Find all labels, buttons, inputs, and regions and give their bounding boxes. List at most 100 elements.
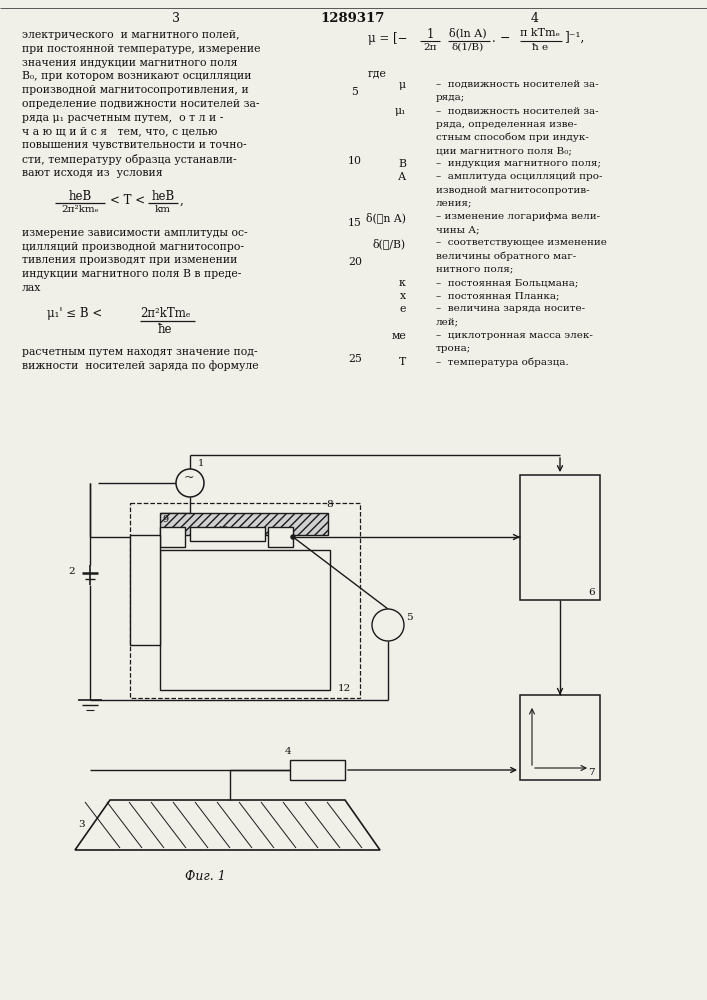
Polygon shape — [75, 800, 380, 850]
Text: 5: 5 — [406, 613, 413, 622]
Text: 15: 15 — [348, 218, 362, 228]
Bar — [160, 550, 330, 690]
Text: 2π: 2π — [423, 43, 437, 52]
Text: лей;: лей; — [436, 318, 459, 327]
Text: трона;: трона; — [436, 344, 472, 353]
Text: δ(ℓn A): δ(ℓn A) — [366, 212, 406, 223]
Text: 7: 7 — [588, 768, 595, 777]
Bar — [130, 503, 360, 698]
Bar — [160, 513, 328, 535]
Text: – изменение логарифма вели-: – изменение логарифма вели- — [436, 212, 600, 221]
Text: –  индукция магнитного поля;: – индукция магнитного поля; — [436, 159, 601, 168]
Text: Т: Т — [399, 357, 406, 367]
Text: 5: 5 — [351, 87, 358, 97]
Text: 3: 3 — [172, 12, 180, 25]
Text: индукции магнитного поля В в преде-: индукции магнитного поля В в преде- — [22, 269, 241, 279]
Text: 1289317: 1289317 — [321, 12, 385, 25]
Bar — [130, 535, 160, 645]
Text: ,: , — [180, 194, 184, 207]
Bar — [520, 695, 600, 780]
Text: –  амплитуда осцилляций про-: – амплитуда осцилляций про- — [436, 172, 602, 181]
Text: 6: 6 — [588, 588, 595, 597]
Circle shape — [372, 609, 404, 641]
Text: km: km — [155, 205, 171, 214]
Text: определение подвижности носителей за-: определение подвижности носителей за- — [22, 99, 259, 109]
Text: ~: ~ — [184, 472, 194, 485]
Text: μ₁' ≤ B <: μ₁' ≤ B < — [47, 307, 103, 320]
Bar — [290, 760, 345, 780]
Text: 11: 11 — [270, 532, 281, 541]
Text: 4: 4 — [285, 747, 291, 756]
Text: −: − — [500, 32, 510, 45]
Text: стным способом при индук-: стным способом при индук- — [436, 133, 589, 142]
Text: 25: 25 — [348, 354, 362, 364]
Text: лах: лах — [22, 283, 42, 293]
Text: δ(ℓ/В): δ(ℓ/В) — [373, 238, 406, 249]
Text: 3: 3 — [78, 820, 85, 829]
Text: тивления производят при изменении: тивления производят при изменении — [22, 255, 238, 265]
Text: –  циклотронная масса элек-: – циклотронная масса элек- — [436, 331, 593, 340]
Text: –  соответствующее изменение: – соответствующее изменение — [436, 238, 607, 247]
Text: В: В — [398, 159, 406, 169]
Text: значения индукции магнитного поля: значения индукции магнитного поля — [22, 58, 238, 68]
Text: –  величина заряда носите-: – величина заряда носите- — [436, 304, 585, 313]
Bar — [520, 475, 600, 600]
Text: –  постоянная Планка;: – постоянная Планка; — [436, 291, 559, 300]
Text: –  подвижность носителей за-: – подвижность носителей за- — [436, 106, 599, 115]
Text: цилляций производной магнитосопро-: цилляций производной магнитосопро- — [22, 242, 244, 252]
Text: величины обратного маг-: величины обратного маг- — [436, 252, 576, 261]
Text: ч а ю щ и й с я   тем, что, с целью: ч а ю щ и й с я тем, что, с целью — [22, 127, 217, 137]
Text: μ₁: μ₁ — [395, 106, 406, 116]
Circle shape — [176, 469, 204, 497]
Text: производной магнитосопротивления, и: производной магнитосопротивления, и — [22, 85, 249, 95]
Bar — [160, 527, 185, 547]
Text: heB: heB — [69, 190, 92, 203]
Text: –  температура образца.: – температура образца. — [436, 357, 568, 367]
Text: где: где — [368, 68, 387, 78]
Text: измерение зависимости амплитуды ос-: измерение зависимости амплитуды ос- — [22, 228, 247, 238]
Text: 20: 20 — [348, 257, 362, 267]
Text: 10: 10 — [218, 526, 230, 535]
Text: 2: 2 — [68, 567, 75, 576]
Text: ħe: ħe — [158, 323, 173, 336]
Text: –  подвижность носителей за-: – подвижность носителей за- — [436, 80, 599, 89]
Text: вижности  носителей заряда по формуле: вижности носителей заряда по формуле — [22, 361, 259, 371]
Text: 11: 11 — [132, 585, 144, 594]
Text: 1: 1 — [198, 459, 204, 468]
Text: изводной магнитосопротив-: изводной магнитосопротив- — [436, 186, 590, 195]
Text: 4: 4 — [531, 12, 539, 25]
Bar — [268, 527, 293, 547]
Text: ления;: ления; — [436, 199, 472, 208]
Text: 12: 12 — [338, 684, 351, 693]
Text: ]⁻¹,: ]⁻¹, — [564, 31, 585, 44]
Text: расчетным путем находят значение под-: расчетным путем находят значение под- — [22, 347, 257, 357]
Text: ħ e: ħ e — [532, 43, 548, 52]
Text: сти, температуру образца устанавли-: сти, температуру образца устанавли- — [22, 154, 237, 165]
Text: чины А;: чины А; — [436, 225, 479, 234]
Text: δ(ln A): δ(ln A) — [449, 28, 487, 39]
Text: е: е — [399, 304, 406, 314]
Text: А: А — [398, 172, 406, 182]
Text: δ(1/B): δ(1/B) — [452, 43, 484, 52]
Text: 1: 1 — [426, 28, 433, 41]
Circle shape — [291, 534, 296, 540]
Text: Фиг. 1: Фиг. 1 — [185, 870, 226, 883]
Text: –  постоянная Больцмана;: – постоянная Больцмана; — [436, 278, 578, 287]
Text: 2π²kTmₑ: 2π²kTmₑ — [140, 307, 190, 320]
Text: μ = [−: μ = [− — [368, 32, 407, 45]
Text: ряда;: ряда; — [436, 93, 465, 102]
Text: х: х — [400, 291, 406, 301]
Text: ряда, определенная изве-: ряда, определенная изве- — [436, 120, 577, 129]
Bar — [190, 527, 265, 541]
Text: вают исходя из  условия: вают исходя из условия — [22, 168, 163, 178]
Text: В₀, при котором возникают осцилляции: В₀, при котором возникают осцилляции — [22, 71, 252, 81]
Text: повышения чувствительности и точно-: повышения чувствительности и точно- — [22, 140, 247, 150]
Text: < T <: < T < — [110, 194, 145, 207]
Text: электрического  и магнитного полей,: электрического и магнитного полей, — [22, 30, 240, 40]
Text: нитного поля;: нитного поля; — [436, 265, 513, 274]
Text: ряда μ₁ расчетным путем,  о т л и -: ряда μ₁ расчетным путем, о т л и - — [22, 113, 223, 123]
Text: .: . — [492, 32, 496, 45]
Text: μ: μ — [399, 80, 406, 90]
Text: ции магнитного поля В₀;: ции магнитного поля В₀; — [436, 146, 572, 155]
Text: heB: heB — [151, 190, 175, 203]
